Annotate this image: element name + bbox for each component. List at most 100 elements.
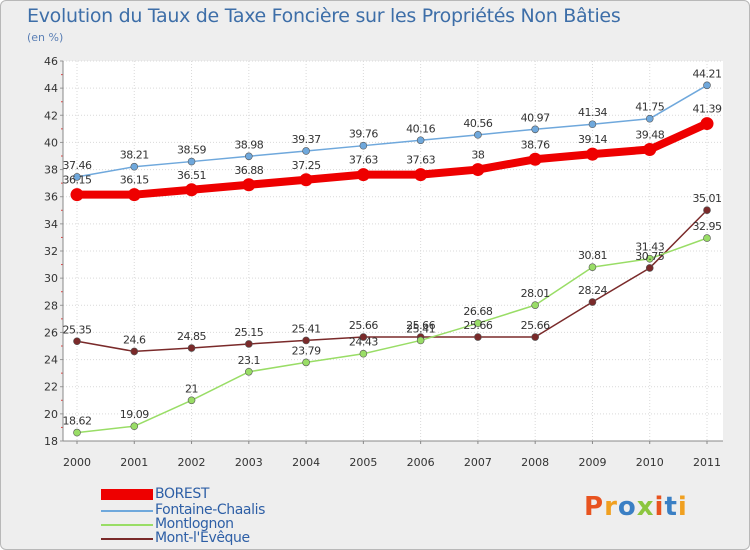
- x-tick-label: 2004: [292, 456, 320, 469]
- y-tick-label: 36: [44, 191, 58, 204]
- data-point-fontaine-chaalis: [474, 131, 482, 139]
- data-label-mont-l-eveque: 24.6: [123, 333, 146, 346]
- data-label-montlognon: 28.01: [521, 287, 550, 300]
- data-point-mont-l-eveque: [130, 347, 139, 356]
- data-point-montlognon: [302, 358, 310, 367]
- data-point-montlognon: [130, 422, 139, 431]
- data-label-mont-l-eveque: 35.01: [693, 192, 722, 205]
- x-tick-label: 2003: [235, 456, 263, 469]
- data-label-fontaine-chaalis: 37.46: [63, 159, 92, 172]
- data-point-montlognon: [474, 319, 482, 328]
- data-label-fontaine-chaalis: 44.21: [693, 67, 722, 80]
- y-tick-label: 46: [44, 55, 58, 68]
- data-label-fontaine-chaalis: 40.97: [521, 111, 550, 124]
- data-label-mont-l-eveque: 30.75: [635, 250, 664, 263]
- data-label-borest: 37.25: [292, 159, 321, 172]
- data-label-fontaine-chaalis: 41.75: [635, 101, 664, 114]
- legend-swatch-fontaine-chaalis: [101, 510, 153, 512]
- data-label-borest: 39.14: [578, 133, 607, 146]
- data-label-borest: 37.63: [406, 154, 435, 167]
- data-label-fontaine-chaalis: 38.21: [120, 149, 149, 162]
- proxiti-logo: Proxiti: [584, 492, 688, 522]
- data-point-mont-l-eveque: [187, 344, 196, 352]
- data-label-mont-l-eveque: 24.85: [177, 330, 206, 343]
- data-label-fontaine-chaalis: 38.98: [234, 138, 263, 151]
- x-tick-label: 2005: [349, 456, 377, 469]
- data-point-mont-l-eveque: [359, 333, 368, 341]
- data-label-fontaine-chaalis: 40.56: [463, 117, 492, 130]
- data-label-borest: 36.15: [63, 174, 92, 187]
- data-point-montlognon: [416, 336, 425, 345]
- data-point-borest: [299, 173, 313, 187]
- data-point-montlognon: [187, 396, 196, 405]
- data-label-borest: 41.39: [693, 103, 722, 116]
- data-label-fontaine-chaalis: 39.37: [292, 133, 321, 146]
- data-point-montlognon: [245, 367, 253, 376]
- x-tick-label: 2000: [63, 456, 91, 469]
- data-point-borest: [242, 178, 256, 192]
- y-tick-label: 42: [44, 109, 58, 122]
- data-point-montlognon: [588, 263, 597, 271]
- data-point-fontaine-chaalis: [645, 114, 654, 123]
- data-point-mont-l-eveque: [703, 206, 711, 214]
- series-line-borest: [77, 119, 709, 199]
- y-tick-label: 28: [44, 299, 58, 312]
- data-label-mont-l-eveque: 25.66: [406, 319, 435, 332]
- data-label-fontaine-chaalis: 41.34: [578, 106, 607, 119]
- legend-swatch-montlognon: [101, 524, 153, 526]
- data-label-mont-l-eveque: 28.24: [578, 284, 607, 297]
- x-tick-label: 2008: [521, 456, 549, 469]
- data-label-montlognon: 18.62: [63, 415, 92, 428]
- data-label-mont-l-eveque: 25.15: [234, 326, 263, 339]
- data-point-fontaine-chaalis: [302, 147, 310, 155]
- y-tick-label: 40: [44, 136, 58, 149]
- data-label-montlognon: 30.81: [578, 249, 607, 262]
- data-label-borest: 37.63: [349, 154, 378, 167]
- data-label-montlognon: 25.41: [406, 322, 435, 335]
- y-tick-label: 26: [44, 326, 58, 339]
- legend-swatch-mont-l-eveque: [101, 538, 153, 540]
- y-tick-label: 32: [44, 245, 58, 258]
- y-tick-label: 20: [44, 408, 58, 421]
- data-point-borest: [70, 188, 84, 202]
- chart-title: Evolution du Taux de Taxe Foncière sur l…: [27, 5, 621, 27]
- data-label-mont-l-eveque: 25.66: [463, 319, 492, 332]
- data-point-borest: [700, 117, 714, 131]
- data-point-mont-l-eveque: [531, 333, 539, 341]
- data-label-mont-l-eveque: 25.35: [63, 323, 92, 336]
- x-tick-label: 2009: [578, 456, 606, 469]
- data-point-fontaine-chaalis: [73, 173, 81, 181]
- data-point-borest: [471, 163, 485, 177]
- data-label-montlognon: 31.43: [635, 241, 664, 254]
- x-tick-label: 2010: [636, 456, 664, 469]
- y-tick-label: 30: [44, 272, 58, 285]
- data-label-montlognon: 32.95: [693, 220, 722, 233]
- y-tick-label: 18: [44, 435, 58, 448]
- data-point-mont-l-eveque: [474, 333, 482, 341]
- data-point-fontaine-chaalis: [245, 152, 253, 161]
- data-label-fontaine-chaalis: 40.16: [406, 122, 435, 135]
- legend-label-fontaine-chaalis: Fontaine-Chaalis: [155, 502, 265, 518]
- legend-swatch-borest: [101, 489, 153, 500]
- data-label-borest: 36.15: [120, 174, 149, 187]
- data-point-fontaine-chaalis: [359, 141, 368, 150]
- data-label-montlognon: 23.1: [238, 354, 261, 367]
- series-line-mont-l-eveque: [76, 209, 708, 353]
- data-label-mont-l-eveque: 25.66: [349, 319, 378, 332]
- data-point-mont-l-eveque: [302, 336, 310, 345]
- series-line-montlognon: [76, 237, 708, 434]
- data-label-fontaine-chaalis: 38.59: [177, 144, 206, 157]
- data-label-montlognon: 19.09: [120, 408, 149, 421]
- legend-label-borest: BOREST: [155, 486, 209, 502]
- data-point-borest: [127, 188, 141, 202]
- data-point-fontaine-chaalis: [130, 162, 139, 171]
- y-tick-label: 44: [44, 82, 58, 95]
- data-point-mont-l-eveque: [73, 337, 81, 346]
- data-point-borest: [585, 147, 599, 161]
- data-point-mont-l-eveque: [588, 298, 597, 306]
- data-label-montlognon: 23.79: [292, 344, 321, 357]
- legend-label-mont-l-eveque: Mont-l'Evêque: [155, 530, 250, 546]
- data-point-montlognon: [359, 349, 368, 358]
- data-point-fontaine-chaalis: [416, 136, 425, 145]
